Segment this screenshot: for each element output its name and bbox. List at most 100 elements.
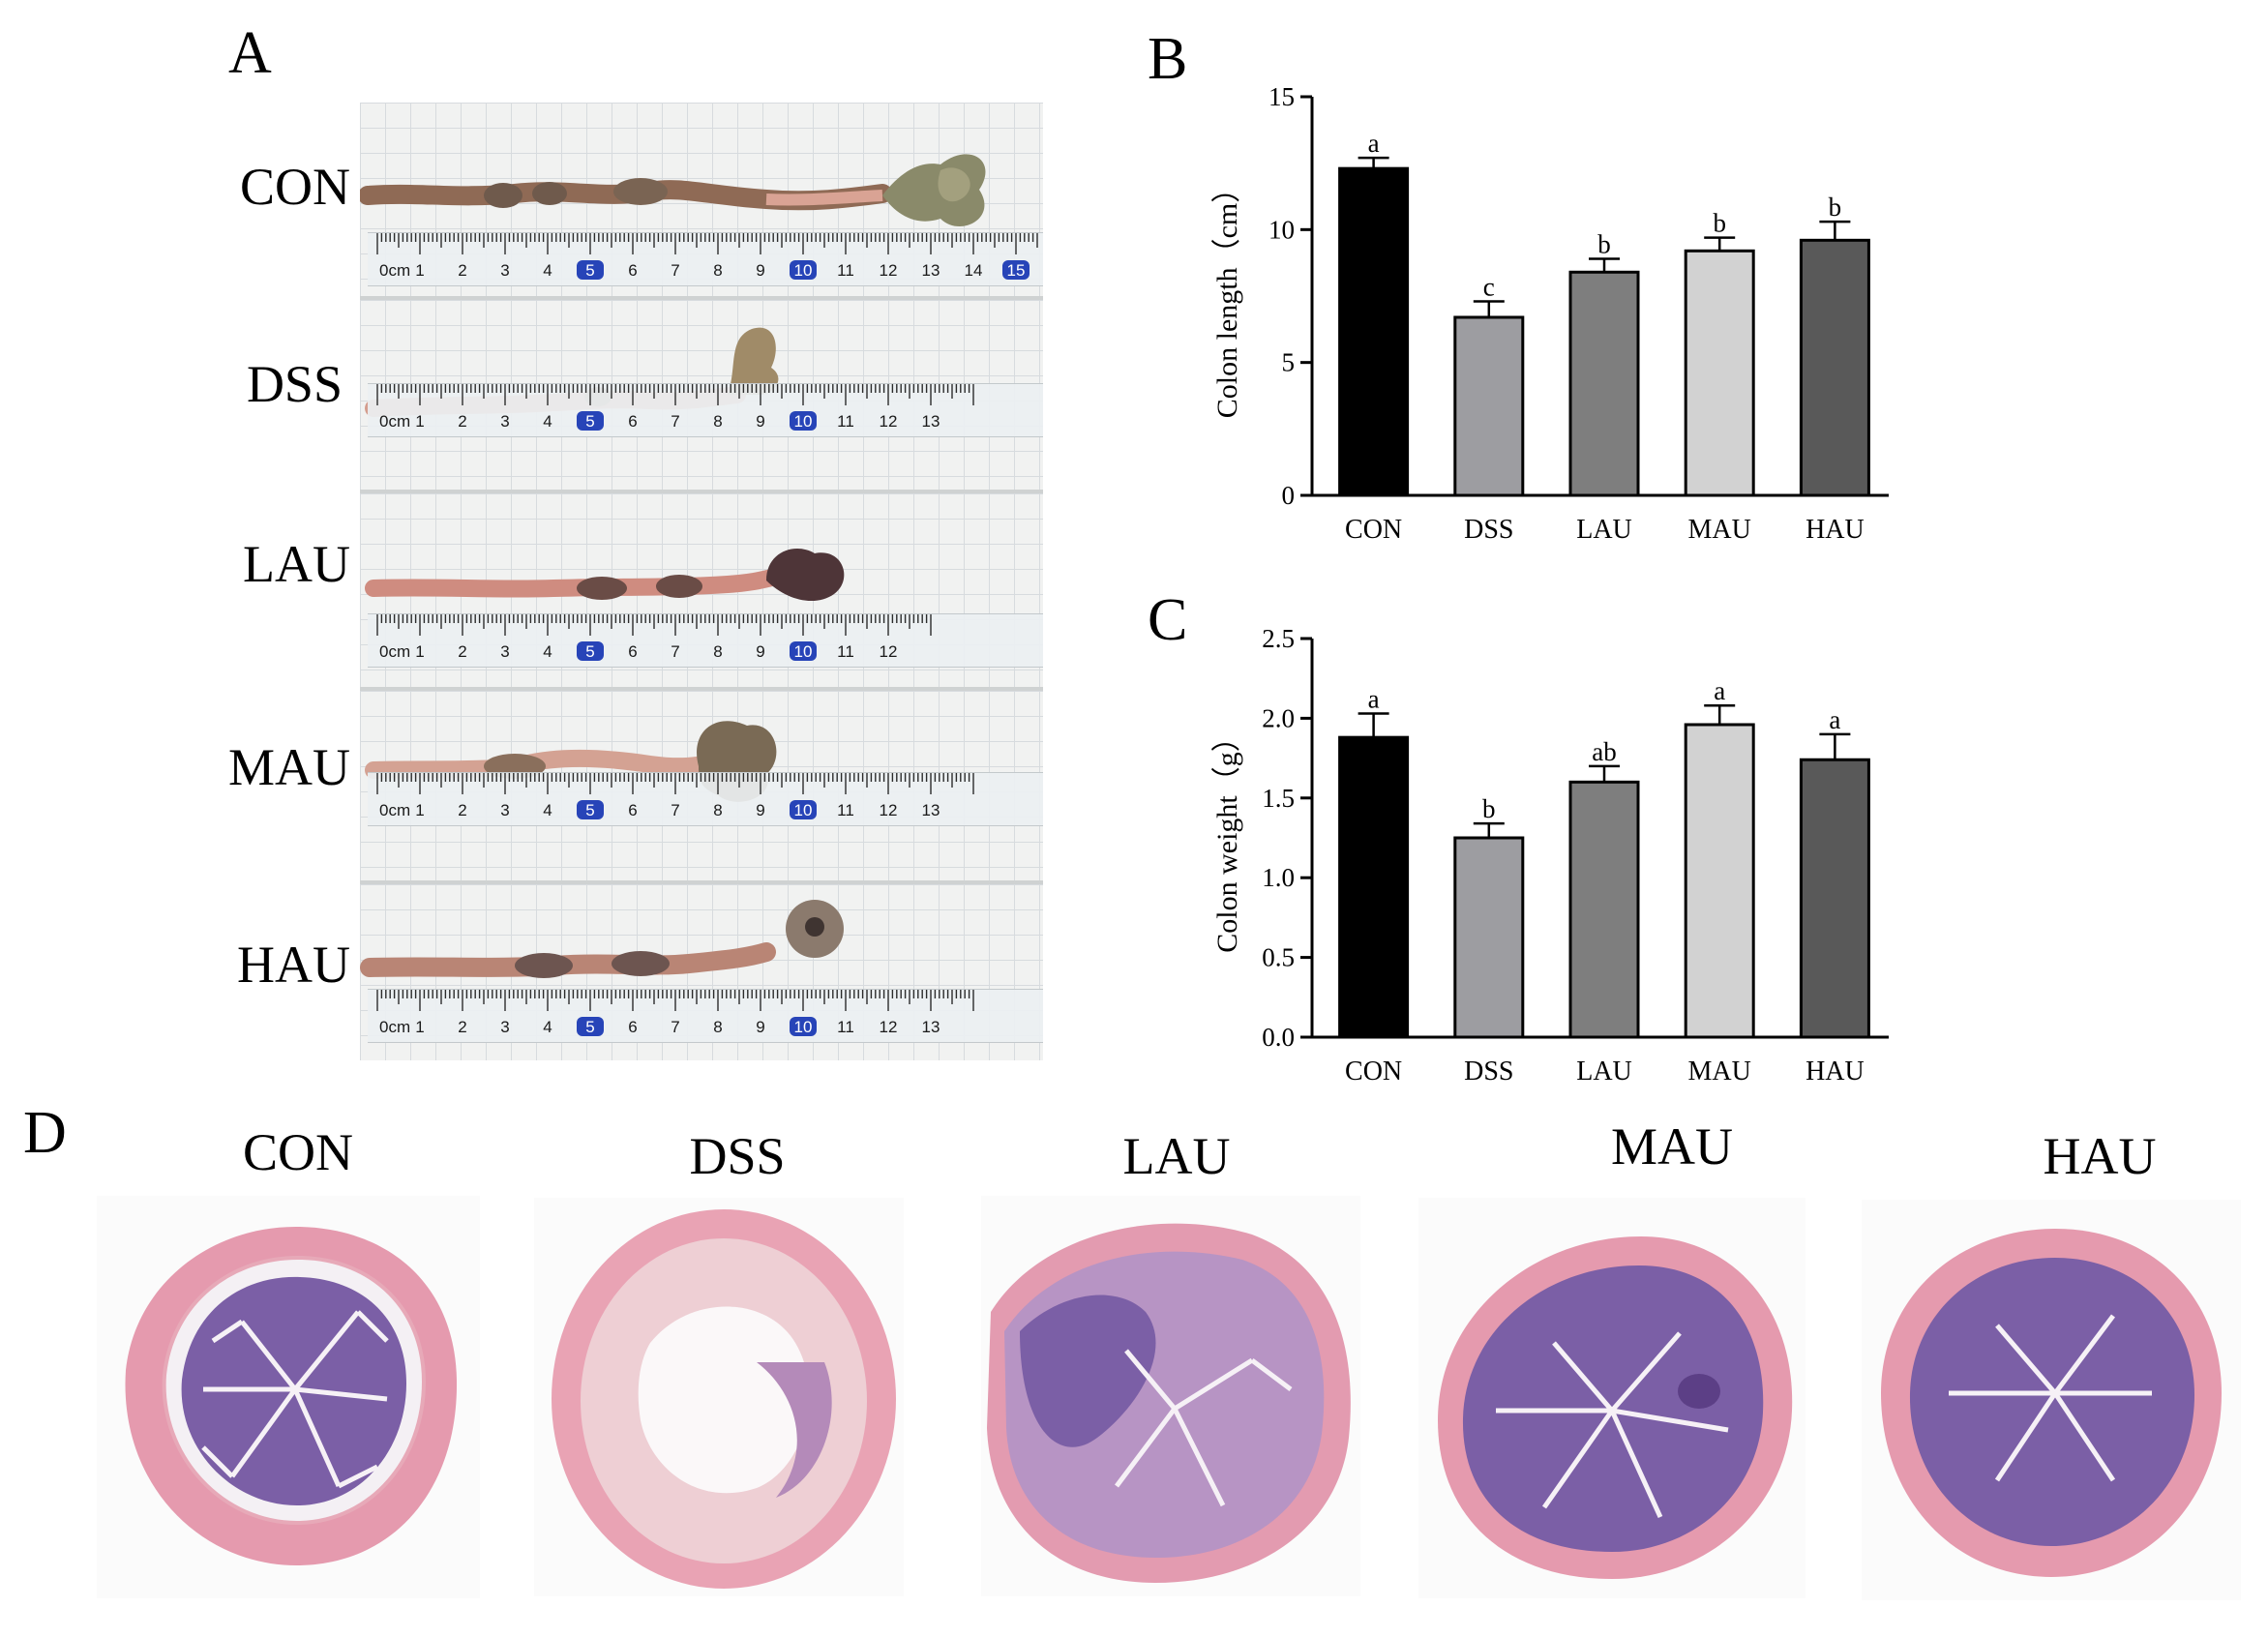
ruler-unit-label: 0cm <box>379 642 410 661</box>
ruler-number-label: 7 <box>671 801 679 819</box>
ruler-number-label: 9 <box>756 261 764 280</box>
ruler-number-label: 11 <box>837 412 854 431</box>
ruler-badge <box>577 411 604 431</box>
panel-a-label-con: CON <box>239 158 350 216</box>
specimen-strip-mau: 0cm 1 2 3 4 5 6 7 8 9 10 11 12 13 <box>360 691 1043 880</box>
ruler-number-label: 10 <box>794 801 813 819</box>
ruler-ticks-hau: 0cm 1 2 3 4 5 6 7 8 9 10 11 12 13 <box>376 990 974 1036</box>
strip-divider <box>360 490 1043 493</box>
colon-lau-drawing <box>365 549 845 602</box>
colon-length-chart: 0 5 10 15 Colon length（cm） a CON c DSS b LAU b MAU b H… <box>1211 82 1889 545</box>
ruler-number-label: 6 <box>628 412 637 431</box>
ruler-lau: 0cm 1 2 3 4 5 6 7 8 9 10 11 12 <box>368 613 1043 668</box>
panel-a-label-mau: MAU <box>227 738 350 796</box>
ruler-number-label: 7 <box>671 1018 679 1036</box>
ruler-number-label: 13 <box>922 801 940 819</box>
y-tick-label: 2.5 <box>1262 624 1295 653</box>
ruler-number-label: 7 <box>671 261 679 280</box>
y-tick-label: 0 <box>1282 481 1296 510</box>
y-tick-label: 5 <box>1282 348 1296 377</box>
y-tick-label: 10 <box>1268 215 1295 244</box>
ruler-number-label: 6 <box>628 642 637 661</box>
ruler-number-label: 8 <box>713 412 722 431</box>
bar-dss <box>1453 836 1525 1039</box>
ruler-number-label: 3 <box>500 801 509 819</box>
ruler-badge <box>790 641 817 661</box>
histology-dss <box>534 1198 904 1596</box>
ruler-number-label: 1 <box>415 412 424 431</box>
ruler-number-label: 11 <box>837 642 854 661</box>
ruler-number-label: 4 <box>543 261 552 280</box>
ruler-number-label: 2 <box>458 801 466 819</box>
colon-hau-drawing <box>360 900 844 978</box>
significance-label: b <box>1482 794 1496 823</box>
ruler-badge <box>790 800 817 819</box>
strip-divider <box>360 687 1043 691</box>
panel-d-title-dss: DSS <box>689 1127 786 1185</box>
ruler-badge <box>577 260 604 280</box>
significance-label: a <box>1714 676 1725 705</box>
ruler-badge <box>577 800 604 819</box>
ruler-number-label: 5 <box>585 412 594 431</box>
ruler-number-label: 1 <box>415 261 424 280</box>
significance-label: a <box>1368 684 1380 713</box>
ruler-number-label: 2 <box>458 1018 466 1036</box>
ruler-number-label: 5 <box>585 261 594 280</box>
specimen-strip-dss: 0cm 1 2 3 4 5 6 7 8 9 10 11 12 13 <box>360 300 1043 490</box>
x-tick-label: MAU <box>1688 515 1751 545</box>
ruler-number-label: 3 <box>500 261 509 280</box>
significance-label: ab <box>1592 737 1616 766</box>
ruler-number-label: 14 <box>965 261 983 280</box>
panel-letter-c: C <box>1148 587 1188 653</box>
significance-label: b <box>1713 209 1726 238</box>
ruler-unit-label: 0cm <box>379 1018 410 1036</box>
x-tick-label: HAU <box>1805 1057 1865 1086</box>
ruler-number-label: 13 <box>922 261 940 280</box>
y-tick-label: 0.0 <box>1262 1023 1295 1052</box>
bar-dss <box>1453 315 1525 497</box>
ruler-number-label: 12 <box>880 642 898 661</box>
ruler-number-label: 7 <box>671 412 679 431</box>
colon-con-drawing <box>360 154 986 227</box>
panel-letter-d: D <box>23 1100 67 1166</box>
ruler-hau: 0cm 1 2 3 4 5 6 7 8 9 10 11 12 13 <box>368 989 1043 1043</box>
ruler-unit-label: 0cm <box>379 801 410 819</box>
ruler-badge <box>790 260 817 280</box>
ruler-number-label: 15 <box>1007 261 1026 280</box>
ruler-number-label: 12 <box>880 412 898 431</box>
ruler-number-label: 1 <box>415 1018 424 1036</box>
bar-lau <box>1568 780 1640 1039</box>
ruler-number-label: 11 <box>837 801 854 819</box>
histology-mau <box>1418 1198 1805 1598</box>
specimen-strip-con: 0cm 1 2 3 4 5 6 7 8 9 10 11 12 13 14 15 <box>360 103 1043 296</box>
ruler-number-label: 5 <box>585 801 594 819</box>
ruler-number-label: 10 <box>794 1018 813 1036</box>
specimen-strip-hau: 0cm 1 2 3 4 5 6 7 8 9 10 11 12 13 <box>360 884 1043 1060</box>
y-tick-label: 2.0 <box>1262 703 1295 732</box>
ruler-number-label: 11 <box>837 261 854 280</box>
ruler-number-label: 5 <box>585 642 594 661</box>
colon-weight-chart: 0.0 0.5 1.0 1.5 2.0 2.5 Colon weight（g） a CON b DS… <box>1211 624 1889 1086</box>
y-tick-label: 0.5 <box>1262 943 1295 972</box>
specimen-strip-lau: 0cm 1 2 3 4 5 6 7 8 9 10 11 12 <box>360 493 1043 687</box>
ruler-badge <box>790 1017 817 1036</box>
ruler-number-label: 5 <box>585 1018 594 1036</box>
ruler-number-label: 13 <box>922 412 940 431</box>
ruler-ticks-lau: 0cm 1 2 3 4 5 6 7 8 9 10 11 12 <box>376 614 932 661</box>
panel-a-label-hau: HAU <box>237 936 350 994</box>
ruler-number-label: 8 <box>713 1018 722 1036</box>
x-tick-label: DSS <box>1464 1057 1513 1086</box>
ruler-number-label: 12 <box>880 261 898 280</box>
y-axis-label: Colon weight（g） <box>1211 723 1243 953</box>
panel-letter-a: A <box>228 20 272 86</box>
ruler-number-label: 4 <box>543 642 552 661</box>
ruler-number-label: 2 <box>458 261 466 280</box>
ruler-number-label: 9 <box>756 412 764 431</box>
significance-label: a <box>1368 129 1380 158</box>
colon-specimen-photo: 0cm 1 2 3 4 5 6 7 8 9 10 11 12 13 14 15 0cm 1 2 3 4 5 6 7 8 9 10 1… <box>360 103 1043 1060</box>
y-tick-label: 15 <box>1268 82 1295 111</box>
ruler-number-label: 9 <box>756 801 764 819</box>
ruler-number-label: 4 <box>543 1018 552 1036</box>
x-tick-label: LAU <box>1576 1057 1632 1086</box>
panel-d-title-con: CON <box>242 1123 353 1181</box>
